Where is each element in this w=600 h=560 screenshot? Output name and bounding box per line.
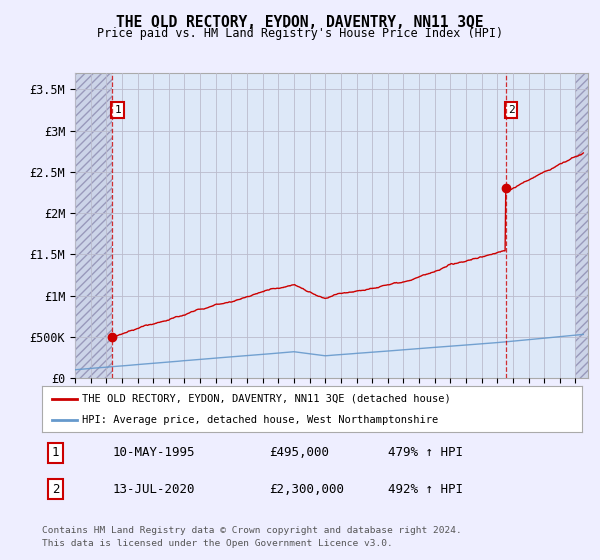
Bar bbox=[75, 73, 112, 378]
Text: 479% ↑ HPI: 479% ↑ HPI bbox=[388, 446, 463, 459]
Bar bbox=[575, 73, 588, 378]
Text: 492% ↑ HPI: 492% ↑ HPI bbox=[388, 483, 463, 496]
Text: THE OLD RECTORY, EYDON, DAVENTRY, NN11 3QE: THE OLD RECTORY, EYDON, DAVENTRY, NN11 3… bbox=[116, 15, 484, 30]
Text: This data is licensed under the Open Government Licence v3.0.: This data is licensed under the Open Gov… bbox=[42, 539, 393, 548]
Text: HPI: Average price, detached house, West Northamptonshire: HPI: Average price, detached house, West… bbox=[83, 415, 439, 425]
Text: 2: 2 bbox=[52, 483, 59, 496]
Text: £2,300,000: £2,300,000 bbox=[269, 483, 344, 496]
Text: 2: 2 bbox=[508, 105, 515, 115]
Text: 1: 1 bbox=[52, 446, 59, 459]
Text: £495,000: £495,000 bbox=[269, 446, 329, 459]
Text: Price paid vs. HM Land Registry's House Price Index (HPI): Price paid vs. HM Land Registry's House … bbox=[97, 27, 503, 40]
Text: 13-JUL-2020: 13-JUL-2020 bbox=[112, 483, 195, 496]
Text: Contains HM Land Registry data © Crown copyright and database right 2024.: Contains HM Land Registry data © Crown c… bbox=[42, 526, 462, 535]
Text: 1: 1 bbox=[114, 105, 121, 115]
Text: THE OLD RECTORY, EYDON, DAVENTRY, NN11 3QE (detached house): THE OLD RECTORY, EYDON, DAVENTRY, NN11 3… bbox=[83, 394, 451, 404]
Text: 10-MAY-1995: 10-MAY-1995 bbox=[112, 446, 195, 459]
